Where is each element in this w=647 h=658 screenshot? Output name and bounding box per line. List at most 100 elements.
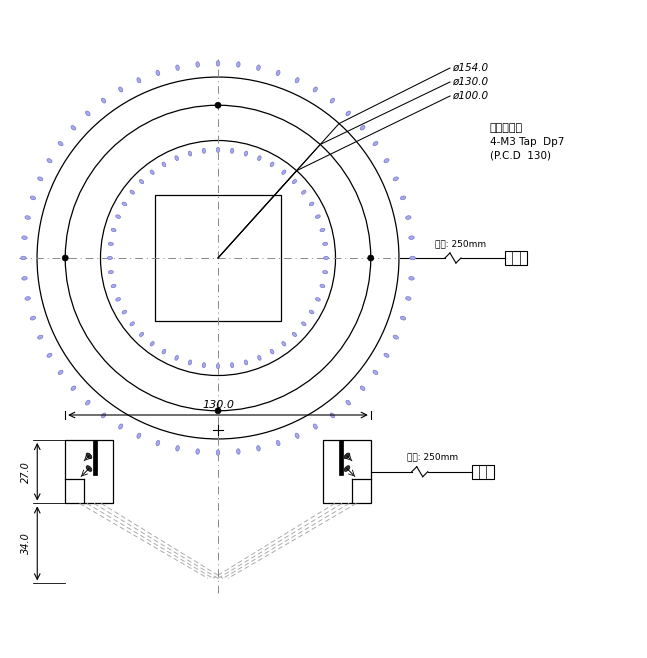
Ellipse shape	[346, 111, 351, 116]
Ellipse shape	[71, 386, 76, 390]
Ellipse shape	[175, 355, 179, 361]
Ellipse shape	[122, 310, 127, 314]
Ellipse shape	[257, 445, 260, 451]
Ellipse shape	[313, 87, 317, 92]
Ellipse shape	[320, 284, 325, 288]
Ellipse shape	[176, 445, 179, 451]
Circle shape	[215, 102, 221, 109]
Ellipse shape	[344, 453, 350, 459]
Bar	[323, 440, 371, 503]
Text: ø100.0: ø100.0	[452, 91, 488, 101]
Ellipse shape	[38, 177, 43, 181]
Ellipse shape	[373, 141, 378, 146]
Ellipse shape	[196, 62, 199, 67]
Bar	[505, 251, 527, 265]
Ellipse shape	[216, 364, 219, 368]
Ellipse shape	[150, 170, 154, 174]
Ellipse shape	[38, 335, 43, 339]
Text: ø130.0: ø130.0	[452, 77, 488, 87]
Ellipse shape	[295, 78, 299, 83]
Ellipse shape	[47, 159, 52, 163]
Circle shape	[62, 255, 68, 261]
Ellipse shape	[330, 413, 334, 418]
Text: 130.0: 130.0	[202, 400, 234, 410]
Ellipse shape	[122, 202, 127, 206]
Ellipse shape	[258, 156, 261, 161]
Ellipse shape	[270, 349, 274, 354]
Ellipse shape	[409, 276, 414, 280]
Ellipse shape	[216, 147, 219, 153]
Bar	[472, 465, 494, 479]
Ellipse shape	[323, 270, 327, 274]
Ellipse shape	[196, 449, 199, 454]
Ellipse shape	[237, 62, 240, 67]
Ellipse shape	[140, 180, 144, 184]
Ellipse shape	[309, 310, 314, 314]
Text: 조명취부홈: 조명취부홈	[490, 123, 523, 133]
Ellipse shape	[216, 61, 220, 66]
Ellipse shape	[320, 228, 325, 232]
Ellipse shape	[22, 276, 27, 280]
Ellipse shape	[257, 65, 260, 70]
Ellipse shape	[108, 242, 113, 245]
Ellipse shape	[295, 433, 299, 438]
Ellipse shape	[111, 284, 116, 288]
Ellipse shape	[324, 257, 329, 260]
Ellipse shape	[373, 370, 378, 374]
Ellipse shape	[230, 363, 234, 368]
Ellipse shape	[102, 413, 105, 418]
Ellipse shape	[188, 360, 192, 365]
Ellipse shape	[230, 148, 234, 153]
Ellipse shape	[302, 322, 306, 326]
Ellipse shape	[175, 156, 179, 161]
Ellipse shape	[203, 363, 206, 368]
Ellipse shape	[384, 353, 389, 357]
Text: (P.C.D  130): (P.C.D 130)	[490, 151, 551, 161]
Ellipse shape	[393, 177, 399, 181]
Ellipse shape	[30, 316, 36, 320]
Ellipse shape	[400, 196, 406, 200]
Ellipse shape	[85, 111, 90, 116]
Ellipse shape	[409, 236, 414, 240]
Ellipse shape	[276, 70, 280, 76]
Ellipse shape	[282, 342, 286, 346]
Ellipse shape	[118, 87, 123, 92]
Ellipse shape	[344, 466, 350, 471]
Ellipse shape	[203, 148, 206, 153]
Ellipse shape	[30, 196, 36, 200]
Ellipse shape	[313, 424, 317, 429]
Ellipse shape	[302, 190, 306, 194]
Text: 34.0: 34.0	[21, 532, 31, 554]
Ellipse shape	[406, 216, 411, 219]
Ellipse shape	[237, 449, 240, 454]
Text: ø154.0: ø154.0	[452, 63, 488, 73]
Ellipse shape	[21, 256, 26, 260]
Ellipse shape	[108, 270, 113, 274]
Ellipse shape	[258, 355, 261, 361]
Ellipse shape	[406, 297, 411, 300]
Ellipse shape	[360, 126, 365, 130]
Circle shape	[215, 408, 221, 414]
Bar	[93, 440, 97, 475]
Ellipse shape	[25, 297, 30, 300]
Bar	[339, 440, 343, 475]
Ellipse shape	[140, 332, 144, 336]
Ellipse shape	[71, 126, 76, 130]
Ellipse shape	[116, 297, 120, 301]
Ellipse shape	[22, 236, 27, 240]
Bar	[65, 440, 113, 503]
Ellipse shape	[58, 141, 63, 146]
Ellipse shape	[111, 228, 116, 232]
Ellipse shape	[410, 256, 415, 260]
Text: 4-M3 Tap  Dp7: 4-M3 Tap Dp7	[490, 137, 564, 147]
Text: 27.0: 27.0	[21, 461, 31, 483]
Ellipse shape	[137, 78, 141, 83]
Ellipse shape	[330, 98, 334, 103]
Ellipse shape	[116, 215, 120, 218]
Ellipse shape	[316, 215, 320, 218]
Ellipse shape	[107, 257, 113, 260]
Ellipse shape	[276, 440, 280, 445]
Ellipse shape	[323, 242, 327, 245]
Ellipse shape	[309, 202, 314, 206]
Ellipse shape	[384, 159, 389, 163]
